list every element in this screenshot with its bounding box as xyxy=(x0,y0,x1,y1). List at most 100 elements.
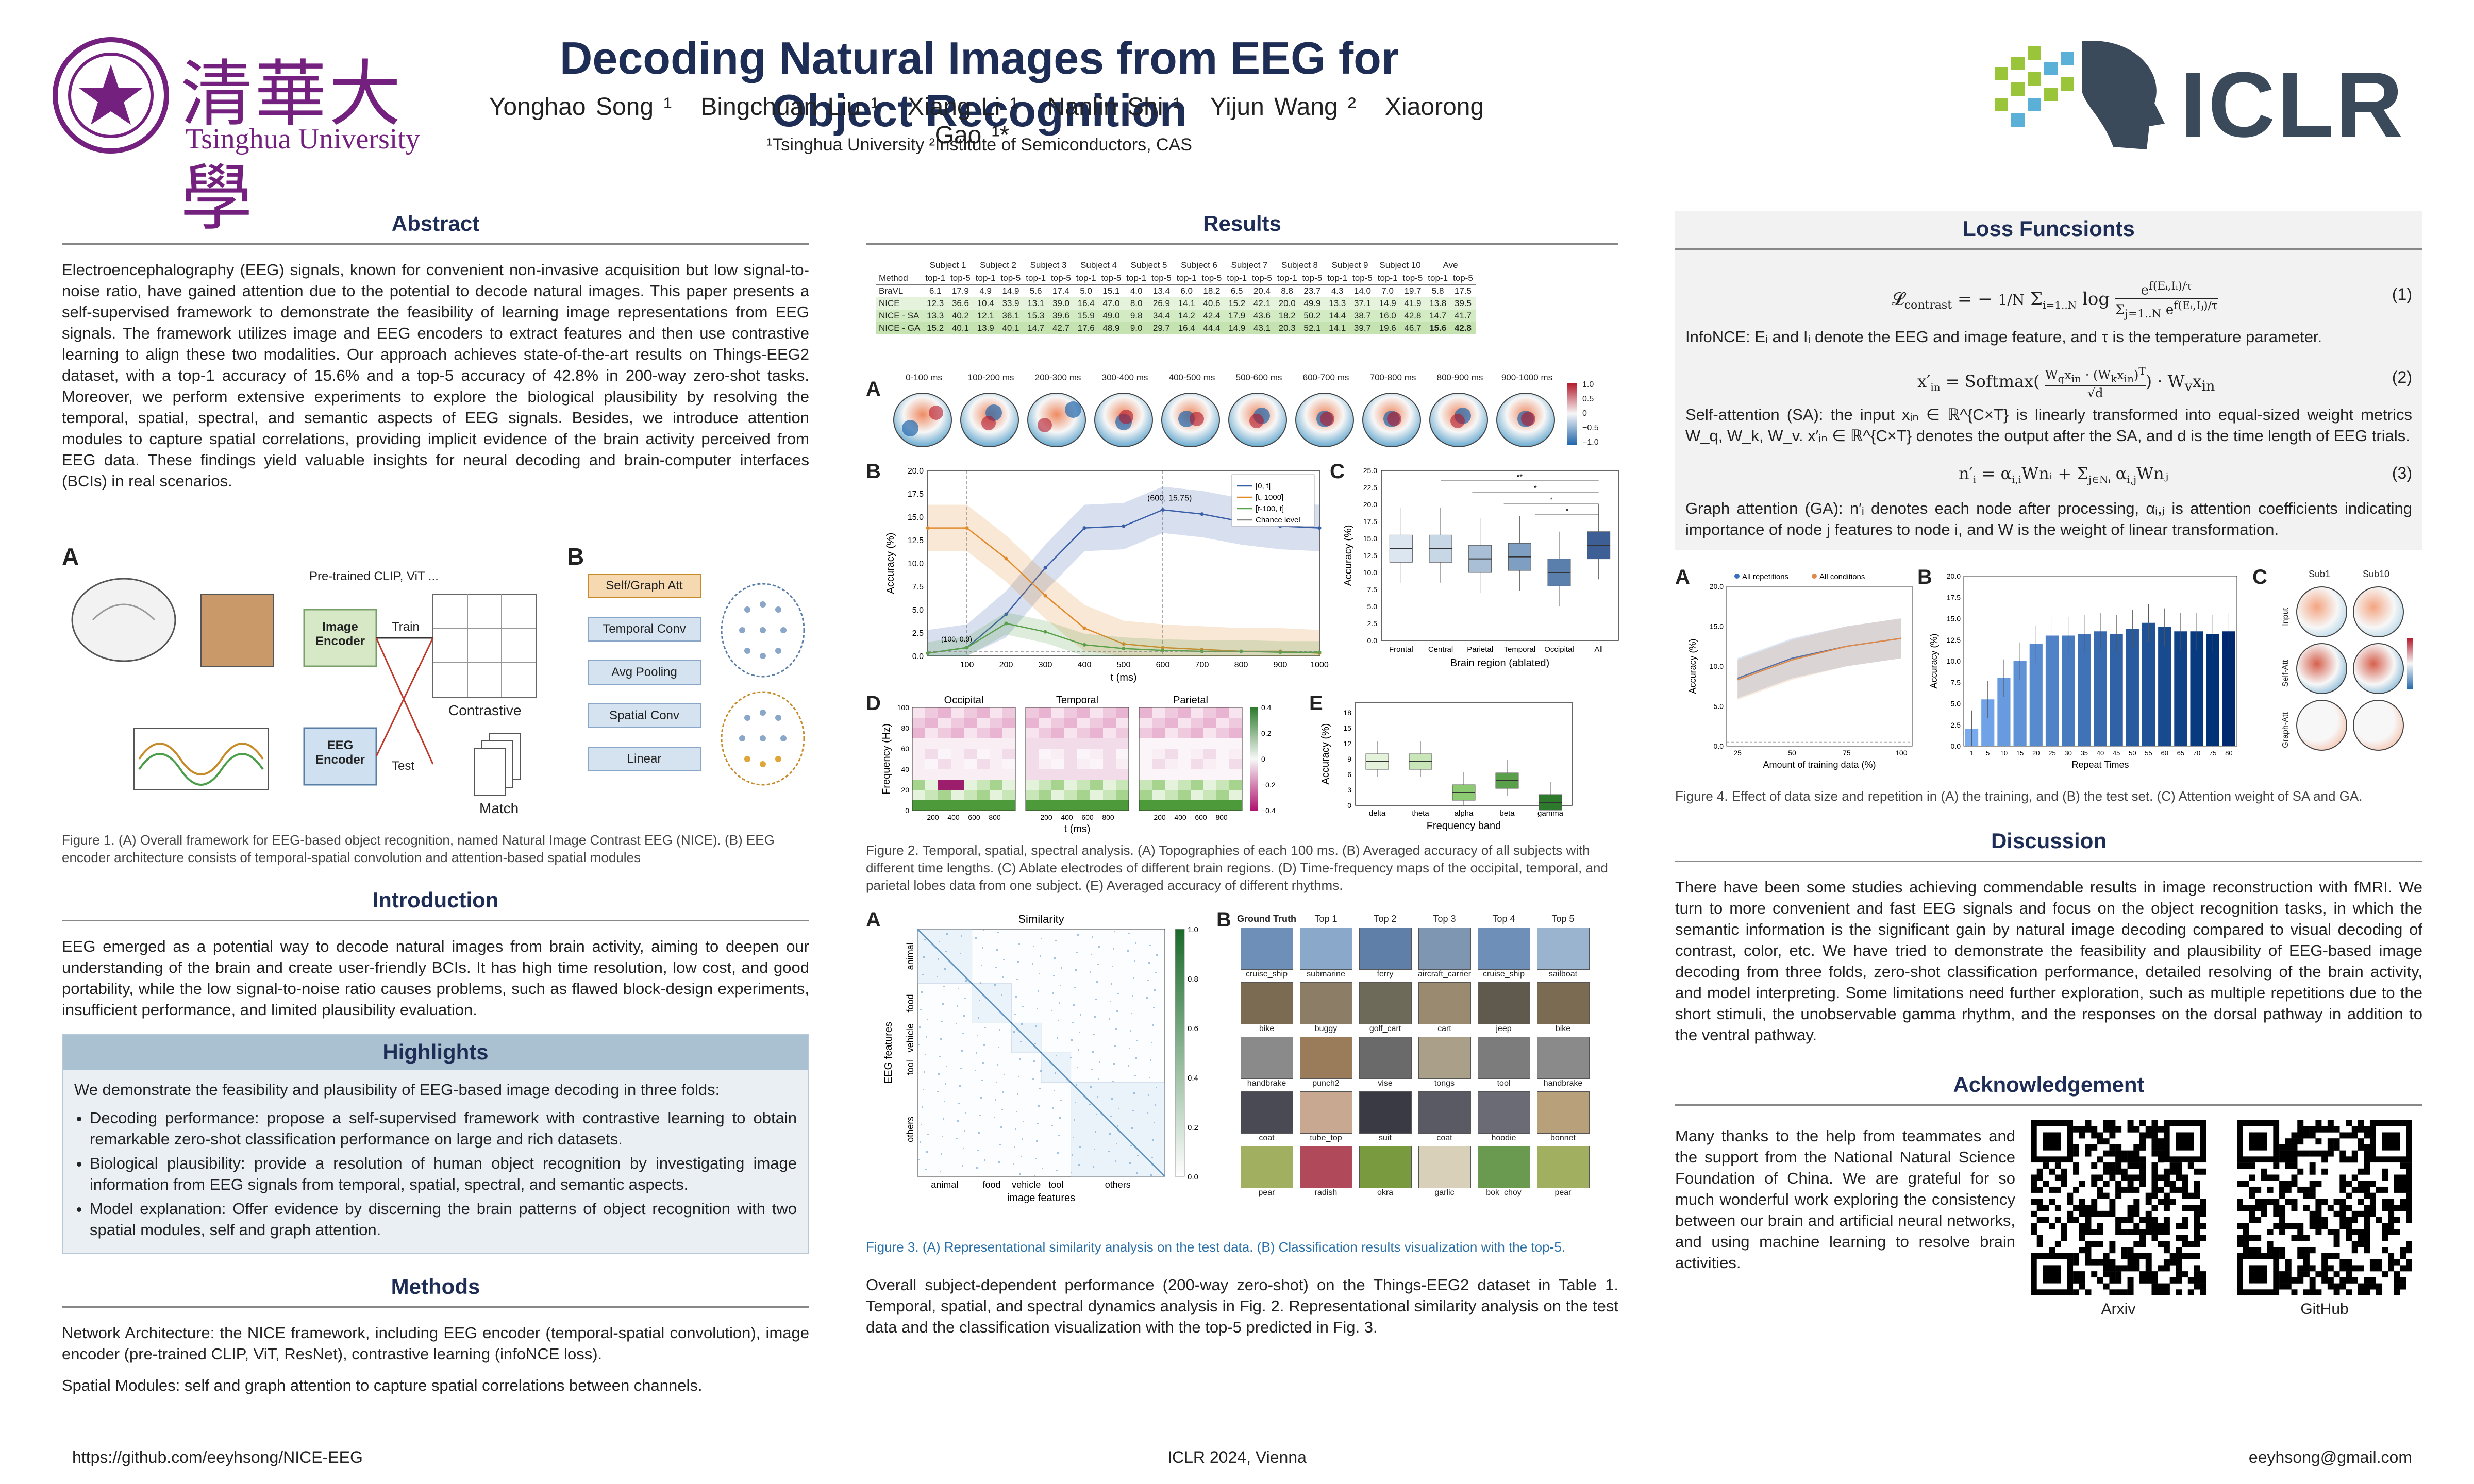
qr-module xyxy=(2115,1150,2122,1157)
similarity-dot xyxy=(943,1118,944,1120)
qr-module xyxy=(2315,1138,2322,1145)
qr-module xyxy=(2049,1199,2055,1205)
tf-cell xyxy=(1216,790,1230,801)
qr-module xyxy=(2237,1205,2243,1211)
tf-cell xyxy=(912,769,926,780)
similarity-dot xyxy=(1132,1110,1134,1111)
grid-cell: pear xyxy=(1533,1146,1593,1198)
similarity-dot xyxy=(1022,1006,1024,1007)
y-tick-label: 10.0 xyxy=(908,560,924,568)
table-value-cell: 13.3 xyxy=(1329,298,1346,308)
qr-module xyxy=(2321,1217,2328,1223)
qr-module xyxy=(2121,1174,2128,1181)
arxiv-qr-code[interactable] xyxy=(2031,1120,2206,1295)
topo-label: 700-800 ms xyxy=(1369,373,1416,382)
qr-module xyxy=(2049,1186,2055,1193)
qr-module xyxy=(2194,1283,2200,1290)
grid-header: Top 3 xyxy=(1433,914,1456,924)
tf-cell xyxy=(1103,769,1116,780)
qr-module xyxy=(2163,1217,2170,1223)
x-tick-label: Frontal xyxy=(1389,645,1413,654)
qr-module xyxy=(2315,1205,2322,1211)
grid-image xyxy=(1240,1146,1293,1188)
table-value-cell: 15.1 xyxy=(1102,286,1120,296)
similarity-dot xyxy=(1129,1048,1130,1049)
qr-module xyxy=(2151,1181,2158,1187)
qr-module xyxy=(2085,1289,2092,1295)
similarity-dot xyxy=(1151,1042,1152,1043)
qr-module xyxy=(2303,1247,2310,1254)
tf-cell xyxy=(1039,718,1052,729)
qr-module xyxy=(2115,1156,2122,1163)
qr-module xyxy=(2369,1205,2376,1211)
qr-module xyxy=(2097,1156,2103,1163)
y-category-label: food xyxy=(905,994,915,1012)
data-point xyxy=(1004,612,1008,616)
qr-module xyxy=(2085,1150,2092,1157)
grid-cell: aircraft_carrier xyxy=(1415,927,1474,979)
qr-module xyxy=(2285,1144,2292,1151)
grid-image xyxy=(1536,1091,1590,1134)
results-heading: Results xyxy=(866,211,1618,245)
qr-module xyxy=(2158,1241,2164,1247)
similarity-dot xyxy=(961,935,962,937)
qr-module xyxy=(2291,1223,2298,1229)
y-tick-label: 12.5 xyxy=(1363,551,1377,560)
qr-module xyxy=(2151,1217,2158,1223)
x-tick-label: 1000 xyxy=(1310,661,1329,669)
qr-module xyxy=(2358,1199,2364,1205)
topo-map xyxy=(1429,393,1488,447)
tf-cell xyxy=(1051,759,1065,770)
qr-module xyxy=(2303,1205,2310,1211)
similarity-dot xyxy=(976,1167,978,1169)
y-tick-label: 15.0 xyxy=(908,513,924,522)
similarity-dot xyxy=(1094,1016,1096,1018)
y-tick-label: 0.0 xyxy=(1714,742,1724,750)
grid-image xyxy=(1240,1091,1293,1134)
qr-module xyxy=(2182,1186,2188,1193)
similarity-dot xyxy=(1090,971,1091,973)
x-tick-label: 900 xyxy=(1274,661,1288,669)
table-value-cell: 15.6 xyxy=(1429,323,1447,333)
qr-module xyxy=(2400,1186,2406,1193)
table-subject-header: Subject 10 xyxy=(1375,259,1426,272)
qr-module xyxy=(2339,1132,2346,1139)
table-value-cell: 14.1 xyxy=(1329,323,1346,333)
similarity-dot xyxy=(1111,1098,1113,1100)
qr-module xyxy=(2061,1223,2067,1229)
results-table-wrap: Subject 1 Subject 2 Subject 3 Subject 4 Subj… xyxy=(866,259,1618,373)
qr-module xyxy=(2315,1126,2322,1133)
topo-blob xyxy=(1065,401,1081,418)
qr-module xyxy=(2267,1199,2274,1205)
qr-module xyxy=(2358,1210,2364,1217)
qr-module xyxy=(2133,1144,2140,1151)
grid-cell: hoodie xyxy=(1474,1091,1533,1143)
github-qr-code[interactable] xyxy=(2237,1120,2412,1295)
x-category-label: others xyxy=(1105,1179,1131,1190)
y-tick-label: 18 xyxy=(1343,709,1351,717)
qr-module xyxy=(2243,1205,2249,1211)
qr-module xyxy=(2115,1192,2122,1199)
similarity-dot xyxy=(1131,1013,1132,1014)
similarity-dot xyxy=(927,1134,929,1135)
qr-module xyxy=(2079,1132,2085,1139)
qr-module xyxy=(2073,1289,2080,1295)
qr-module xyxy=(2382,1174,2388,1181)
similarity-dot xyxy=(982,947,983,949)
similarity-dot xyxy=(1073,1137,1074,1138)
grid-cell: golf_cart xyxy=(1356,982,1415,1034)
tf-cell xyxy=(1203,759,1217,770)
qr-module xyxy=(2297,1150,2304,1157)
footer-github-link[interactable]: https://github.com/eeyhsong/NICE-EEG xyxy=(72,1448,363,1466)
similarity-dot xyxy=(1133,977,1134,979)
grid-cell: pear xyxy=(1237,1146,1296,1198)
footer-email[interactable]: eeyhsong@gmail.com xyxy=(2248,1448,2412,1466)
tf-cell xyxy=(912,738,926,749)
loss-box: Loss Funcsionts 𝓛contrast = − 1/N Σi=1..… xyxy=(1675,211,2422,550)
page-title: Decoding Natural Images from EEG for Obj… xyxy=(559,32,1399,136)
similarity-dot xyxy=(994,1117,995,1118)
qr-module xyxy=(2309,1265,2316,1272)
qr-module xyxy=(2054,1205,2061,1211)
qr-module xyxy=(2061,1174,2067,1181)
